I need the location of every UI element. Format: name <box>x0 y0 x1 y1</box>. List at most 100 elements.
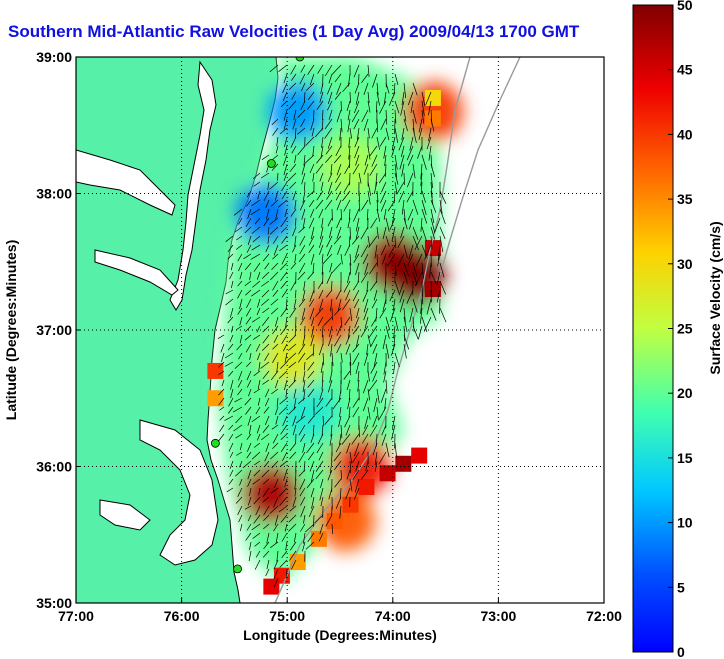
velocity-vector <box>319 91 324 103</box>
velocity-vector <box>412 199 419 215</box>
velocity-vector <box>396 181 405 195</box>
velocity-vector <box>349 154 351 169</box>
velocity-vector <box>324 199 333 210</box>
velocity-vector <box>262 424 270 433</box>
velocity-vector <box>333 334 342 347</box>
velocity-vector <box>245 289 252 296</box>
velocity-cell <box>310 530 327 547</box>
velocity-vector <box>300 496 306 506</box>
velocity-vector <box>306 190 315 198</box>
velocity-vector <box>326 244 333 257</box>
velocity-vector <box>251 451 261 460</box>
velocity-vector <box>288 379 297 388</box>
radar-station <box>233 564 242 574</box>
velocity-vector <box>312 343 315 357</box>
velocity-vector <box>339 127 342 141</box>
velocity-vector <box>301 208 306 220</box>
velocity-vector <box>412 109 417 124</box>
velocity-vector <box>322 370 324 382</box>
velocity-vector <box>218 388 225 396</box>
velocity-vector <box>302 442 306 453</box>
velocity-vector <box>349 226 351 240</box>
velocity-vector <box>403 244 408 258</box>
velocity-vector <box>300 64 306 73</box>
velocity-vector <box>266 559 270 570</box>
velocity-vector <box>224 415 234 421</box>
velocity-vector <box>270 451 279 460</box>
velocity-vector <box>320 82 324 94</box>
velocity-vector <box>348 406 351 417</box>
velocity-vector <box>357 370 360 382</box>
velocity-vector <box>318 208 324 219</box>
velocity-vector <box>327 379 333 393</box>
velocity-vector <box>227 253 234 260</box>
velocity-vector <box>333 235 342 245</box>
velocity-vector <box>348 136 351 148</box>
velocity-vector <box>237 289 243 299</box>
velocity-vector <box>271 163 279 171</box>
velocity-vector <box>336 343 342 354</box>
velocity-vector <box>345 343 351 355</box>
velocity-cell <box>411 447 428 464</box>
velocity-vector <box>273 577 279 588</box>
velocity-vector <box>321 262 324 275</box>
velocity-vector <box>293 298 297 310</box>
velocity-vector <box>253 334 261 340</box>
velocity-vector <box>428 127 432 142</box>
velocity-vector <box>430 190 434 205</box>
radar-station <box>295 57 305 62</box>
velocity-vector <box>418 325 423 340</box>
velocity-vector <box>324 64 333 77</box>
velocity-vector <box>385 127 390 141</box>
colorbar-label: Surface Velocity (cm/s) <box>707 221 723 374</box>
velocity-vector <box>307 91 315 101</box>
velocity-vector <box>246 523 252 531</box>
velocity-vector <box>317 316 324 327</box>
grid-lines <box>76 57 604 603</box>
velocity-vector <box>394 127 399 143</box>
velocity-vector <box>344 316 351 326</box>
velocity-vector <box>407 208 414 221</box>
velocity-vector <box>243 253 252 260</box>
velocity-vector <box>358 73 360 85</box>
velocity-vector <box>354 145 360 159</box>
velocity-vector <box>310 334 315 347</box>
velocity-vector <box>270 271 279 281</box>
velocity-vector <box>362 397 369 412</box>
velocity-vector <box>282 415 288 427</box>
velocity-vector <box>335 496 342 509</box>
velocity-vector <box>319 172 324 182</box>
velocity-vector <box>417 145 423 159</box>
velocity-vector <box>352 406 360 418</box>
velocity-vector <box>420 163 423 180</box>
velocity-vector <box>336 163 342 176</box>
velocity-vector <box>239 316 243 326</box>
velocity-vector <box>237 388 243 396</box>
velocity-vector <box>375 307 378 322</box>
velocity-vector <box>372 370 378 382</box>
velocity-vector <box>421 154 427 170</box>
velocity-vector <box>297 127 306 135</box>
velocity-vector <box>252 478 261 485</box>
velocity-vector <box>264 262 270 270</box>
y-axis-label: Latitude (Degrees:Minutes) <box>3 240 19 420</box>
velocity-vector <box>356 127 360 140</box>
velocity-vector <box>421 190 426 203</box>
velocity-vector <box>382 334 387 350</box>
velocity-vector <box>262 307 270 314</box>
velocity-vector <box>383 361 387 375</box>
velocity-vector <box>310 226 315 240</box>
velocity-vector <box>381 424 387 436</box>
velocity-vector <box>376 253 379 267</box>
velocity-vector <box>236 235 243 241</box>
velocity-vector <box>321 379 324 390</box>
velocity-vector <box>426 136 432 150</box>
velocity-vector <box>400 226 405 239</box>
velocity-vector <box>412 262 418 277</box>
velocity-vector <box>288 343 297 351</box>
velocity-vector <box>403 109 407 122</box>
velocity-vector <box>343 280 351 293</box>
velocity-vector <box>269 217 279 225</box>
velocity-vector <box>349 307 353 321</box>
velocity-vector <box>358 424 360 438</box>
